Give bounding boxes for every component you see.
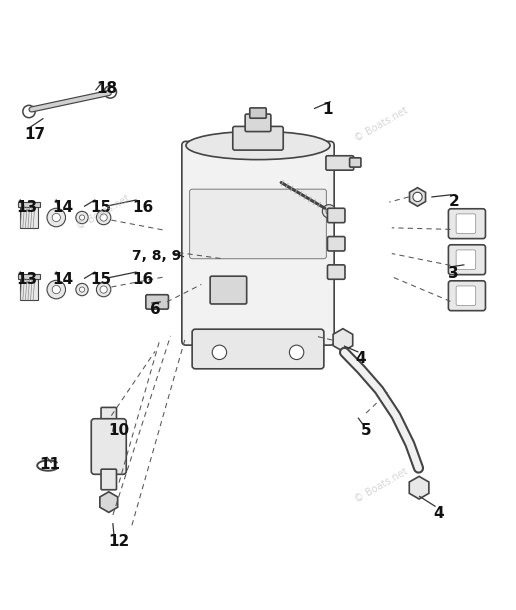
FancyBboxPatch shape bbox=[448, 281, 486, 310]
Text: 11: 11 bbox=[39, 457, 60, 472]
FancyBboxPatch shape bbox=[182, 142, 334, 345]
FancyBboxPatch shape bbox=[448, 245, 486, 274]
Text: 7, 8, 9: 7, 8, 9 bbox=[132, 249, 181, 264]
Circle shape bbox=[100, 286, 107, 293]
Text: 17: 17 bbox=[24, 127, 45, 143]
Circle shape bbox=[289, 345, 304, 359]
Text: 4: 4 bbox=[356, 351, 366, 367]
Circle shape bbox=[79, 287, 85, 292]
Circle shape bbox=[96, 210, 111, 224]
Text: 3: 3 bbox=[448, 267, 459, 281]
Text: 16: 16 bbox=[132, 199, 153, 215]
FancyBboxPatch shape bbox=[328, 208, 345, 223]
Bar bbox=[20, 279, 38, 300]
Text: 13: 13 bbox=[16, 271, 37, 287]
Circle shape bbox=[322, 204, 336, 218]
Text: © Boats.net: © Boats.net bbox=[353, 466, 410, 504]
Text: 13: 13 bbox=[16, 199, 37, 215]
Bar bbox=[18, 274, 40, 279]
Circle shape bbox=[212, 345, 227, 359]
Circle shape bbox=[413, 192, 422, 201]
Circle shape bbox=[79, 215, 85, 220]
FancyBboxPatch shape bbox=[245, 114, 271, 132]
Text: 2: 2 bbox=[448, 195, 459, 209]
FancyBboxPatch shape bbox=[189, 189, 327, 259]
Bar bbox=[20, 207, 38, 228]
FancyBboxPatch shape bbox=[456, 214, 476, 234]
FancyBboxPatch shape bbox=[456, 286, 476, 306]
FancyBboxPatch shape bbox=[233, 126, 283, 150]
Text: © Boats.net: © Boats.net bbox=[75, 193, 132, 232]
Text: © Boats.net: © Boats.net bbox=[353, 106, 410, 144]
FancyBboxPatch shape bbox=[91, 418, 126, 475]
Circle shape bbox=[96, 282, 111, 297]
Ellipse shape bbox=[186, 131, 330, 160]
Circle shape bbox=[76, 211, 88, 224]
Text: 15: 15 bbox=[91, 271, 112, 287]
FancyBboxPatch shape bbox=[326, 156, 353, 170]
FancyBboxPatch shape bbox=[350, 158, 361, 167]
FancyBboxPatch shape bbox=[448, 209, 486, 239]
FancyBboxPatch shape bbox=[210, 276, 247, 304]
Circle shape bbox=[47, 208, 66, 227]
Text: 14: 14 bbox=[52, 199, 73, 215]
FancyBboxPatch shape bbox=[101, 469, 117, 490]
Text: 15: 15 bbox=[91, 199, 112, 215]
Text: 10: 10 bbox=[109, 423, 130, 439]
FancyBboxPatch shape bbox=[192, 329, 324, 369]
Circle shape bbox=[47, 281, 66, 299]
Circle shape bbox=[100, 214, 107, 221]
FancyBboxPatch shape bbox=[250, 108, 266, 118]
FancyBboxPatch shape bbox=[101, 407, 117, 423]
Text: 18: 18 bbox=[96, 81, 117, 96]
Text: 5: 5 bbox=[361, 423, 372, 439]
Text: 6: 6 bbox=[150, 303, 160, 317]
Text: 16: 16 bbox=[132, 271, 153, 287]
Text: 14: 14 bbox=[52, 271, 73, 287]
Bar bbox=[18, 202, 40, 207]
Circle shape bbox=[52, 214, 60, 221]
Text: 4: 4 bbox=[433, 506, 444, 521]
Text: 12: 12 bbox=[109, 534, 130, 549]
Circle shape bbox=[76, 284, 88, 296]
Circle shape bbox=[326, 208, 332, 215]
FancyBboxPatch shape bbox=[146, 295, 168, 309]
FancyBboxPatch shape bbox=[328, 237, 345, 251]
Circle shape bbox=[52, 285, 60, 293]
FancyBboxPatch shape bbox=[328, 265, 345, 279]
FancyBboxPatch shape bbox=[456, 250, 476, 270]
Text: 1: 1 bbox=[322, 102, 333, 117]
